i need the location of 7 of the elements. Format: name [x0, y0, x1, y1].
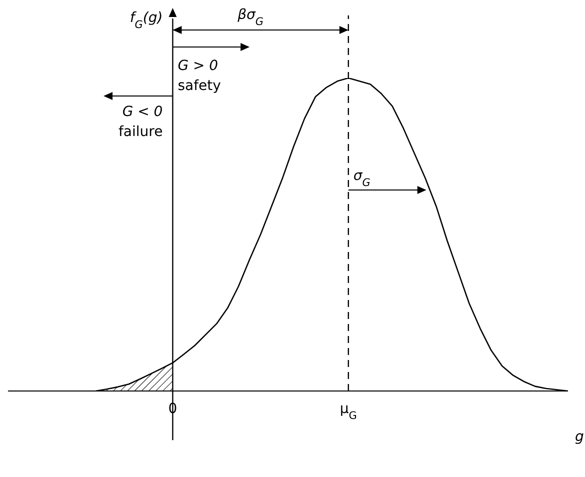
x-axis-title: g: [575, 429, 584, 445]
annotation: G > 0 safety: [178, 58, 221, 94]
y-axis-title: f$_{G}$(g): [130, 10, 163, 31]
x-tick-label: μ$_{G}$: [340, 401, 357, 422]
text: βσ$_{G}$: [236, 7, 264, 28]
annotation: σ$_{G}$: [353, 168, 370, 189]
annotation: G < 0 failure: [118, 104, 163, 140]
